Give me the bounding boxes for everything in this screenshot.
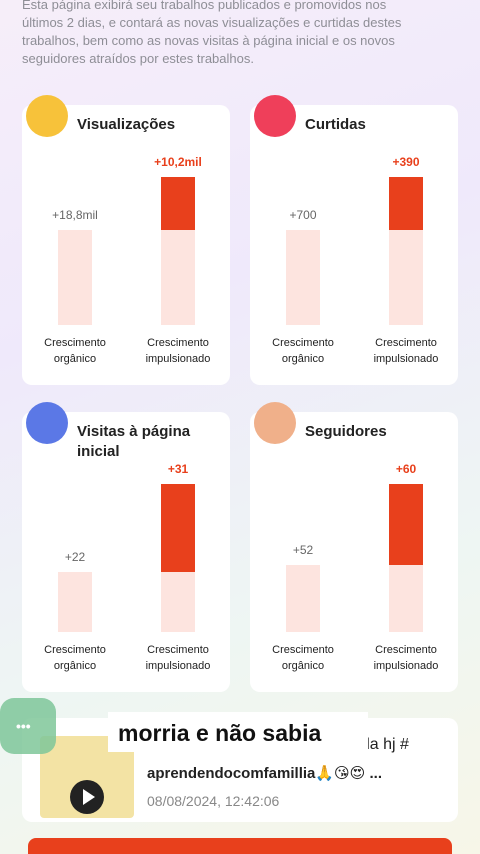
floating-button[interactable]: ••• xyxy=(0,698,56,754)
organic-caption: Crescimento xyxy=(272,644,334,656)
boosted-bar-gain xyxy=(161,177,195,230)
boosted-caption: Crescimento xyxy=(147,644,209,656)
organic-value: +700 xyxy=(289,208,317,222)
organic-value: +22 xyxy=(64,550,86,564)
organic-value: +18,8mil xyxy=(52,208,98,222)
organic-bar xyxy=(58,572,92,632)
boosted-caption: impulsionado xyxy=(145,660,211,672)
card-icon xyxy=(254,95,296,137)
organic-caption: orgânico xyxy=(281,660,325,672)
stat-card: Visualizações +18,8mil +10,2mil Crescimento… xyxy=(22,95,230,385)
organic-caption: orgânico xyxy=(281,353,325,365)
boosted-caption: Crescimento xyxy=(375,337,437,349)
boosted-caption: Crescimento xyxy=(375,644,437,656)
organic-value: +52 xyxy=(292,543,314,557)
card-title: Visualizações xyxy=(77,116,176,133)
play-button[interactable] xyxy=(70,780,104,814)
boosted-caption: impulsionado xyxy=(373,660,439,672)
card-title: Visitas à página inicial xyxy=(77,423,191,460)
play-icon xyxy=(83,789,95,805)
card-icon xyxy=(254,402,296,444)
stat-card: Seguidores +52 +60 Crescimento orgânico Cresc… xyxy=(250,402,458,692)
organic-caption: Crescimento xyxy=(44,644,106,656)
intro-line: últimos 2 dias, e contará as novas visua… xyxy=(22,15,402,30)
boosted-bar-base xyxy=(161,572,195,632)
organic-caption: Crescimento xyxy=(44,337,106,349)
organic-caption: orgânico xyxy=(53,353,97,365)
boosted-bar-gain xyxy=(389,484,423,565)
overlay-box: morria e não sabia xyxy=(108,712,368,752)
boosted-bar-base xyxy=(161,230,195,325)
boosted-bar-gain xyxy=(389,177,423,230)
organic-bar xyxy=(286,230,320,325)
boosted-bar-base xyxy=(389,565,423,632)
intro-line: seguidores atraídos por estes trabalhos. xyxy=(22,51,254,66)
boosted-bar-base xyxy=(389,230,423,325)
action-button[interactable] xyxy=(28,838,452,854)
card-title: Curtidas xyxy=(305,116,366,133)
intro-text: Esta página exibirá seu trabalhos public… xyxy=(22,0,462,68)
boosted-value: +10,2mil xyxy=(154,155,202,169)
boosted-caption: Crescimento xyxy=(147,337,209,349)
card-icon xyxy=(26,95,68,137)
organic-bar xyxy=(286,565,320,632)
overlay-text: morria e não sabia xyxy=(118,720,322,746)
intro-line: trabalhos, bem como as novas visitas à p… xyxy=(22,33,395,48)
boosted-bar-gain xyxy=(161,484,195,572)
stat-card: Curtidas +700 +390 Crescimento orgânico Cresc… xyxy=(250,95,458,385)
organic-caption: orgânico xyxy=(53,660,97,672)
boosted-value: +390 xyxy=(392,155,420,169)
organic-bar xyxy=(58,230,92,325)
boosted-caption: impulsionado xyxy=(145,353,211,365)
organic-caption: Crescimento xyxy=(272,337,334,349)
boosted-caption: impulsionado xyxy=(373,353,439,365)
post-caption: aprendendocomfamillia🙏😘😍 ... xyxy=(147,765,382,782)
stat-card: Visitas à página inicial +22 +31 Cresciment… xyxy=(22,402,230,692)
card-title: Seguidores xyxy=(305,423,387,440)
card-icon xyxy=(26,402,68,444)
boosted-value: +31 xyxy=(167,462,189,476)
post-date: 08/08/2024, 12:42:06 xyxy=(147,793,280,809)
intro-line: Esta página exibirá seu trabalhos public… xyxy=(22,0,387,12)
boosted-value: +60 xyxy=(395,462,417,476)
